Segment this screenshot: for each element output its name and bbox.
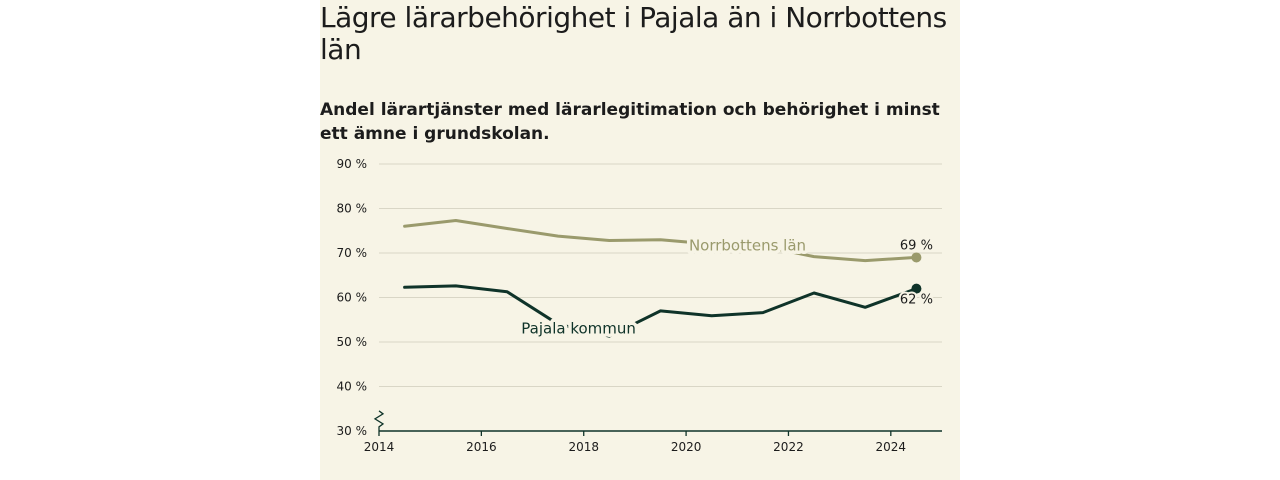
- x-axis: [373, 410, 942, 436]
- x-axis-tick-labels: 2014 2016 2018 2020 2022 2024: [364, 440, 906, 454]
- y-tick-label: 30 %: [337, 424, 368, 438]
- y-tick-label: 70 %: [337, 246, 368, 260]
- series-label-pajala: Pajala kommun: [521, 320, 636, 338]
- y-tick-label: 40 %: [337, 380, 368, 394]
- end-point-pajala: [911, 283, 922, 294]
- end-point-norrbotten: [911, 252, 922, 263]
- x-tick-label: 2024: [876, 440, 907, 454]
- y-tick-label: 90 %: [337, 157, 368, 171]
- x-tick-label: 2018: [568, 440, 599, 454]
- series-line-norrbotten: [403, 219, 918, 263]
- end-value-label-pajala: 62 %: [900, 293, 933, 308]
- chart-subtitle: Andel lärartjänster med lärarlegitimatio…: [320, 100, 940, 144]
- y-tick-label: 80 %: [337, 202, 368, 216]
- y-axis-tick-labels: 30 % 40 % 50 % 60 % 70 % 80 % 90 %: [337, 157, 368, 438]
- series-label-norrbotten: Norrbottens län: [689, 237, 806, 255]
- x-tick-label: 2020: [671, 440, 702, 454]
- y-tick-label: 60 %: [337, 291, 368, 305]
- axis-break-icon: [373, 410, 385, 431]
- series-labels: Norrbottens län Pajala kommun 69 % 62 %: [518, 233, 935, 341]
- y-tick-label: 50 %: [337, 335, 368, 349]
- series-line-pajala: [403, 284, 918, 338]
- chart-title: Lägre lärarbehörighet i Pajala än i Norr…: [320, 1, 947, 66]
- series-lines: [403, 219, 922, 338]
- gridlines: [379, 163, 942, 387]
- x-tick-label: 2014: [364, 440, 395, 454]
- x-tick-label: 2022: [773, 440, 804, 454]
- x-tick-label: 2016: [466, 440, 497, 454]
- end-value-label-norrbotten: 69 %: [900, 238, 933, 253]
